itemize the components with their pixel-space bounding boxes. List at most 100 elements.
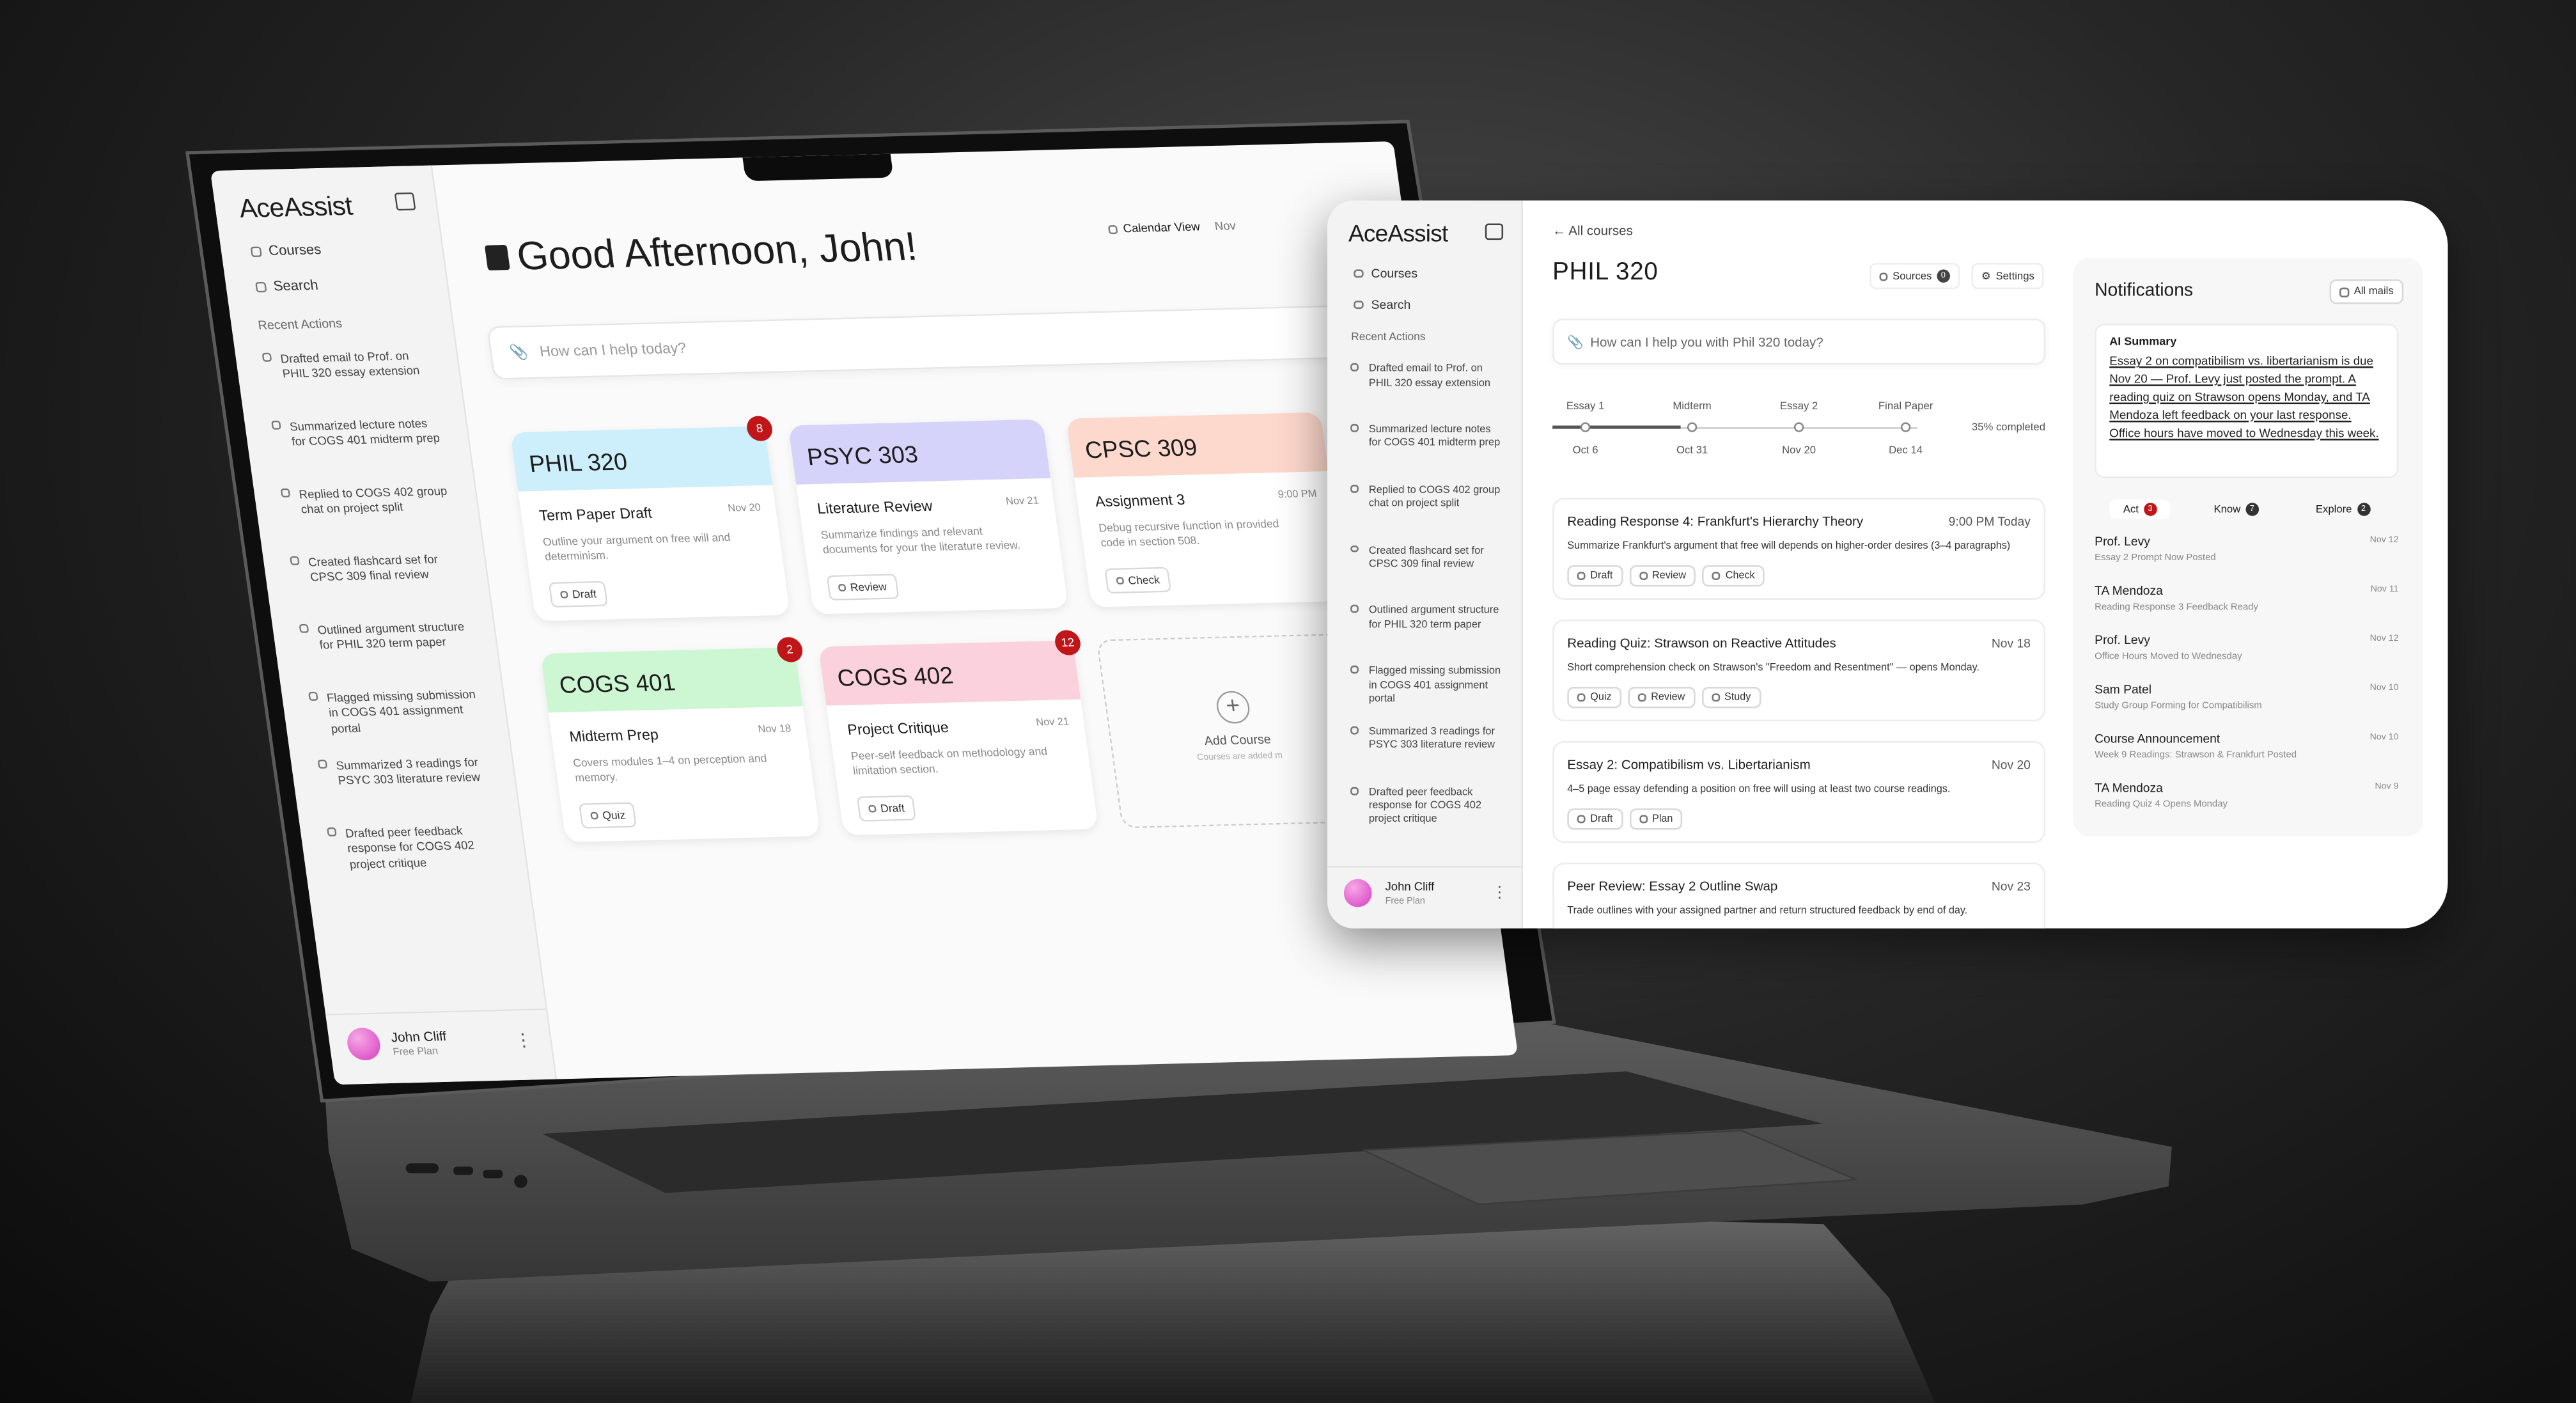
recent-action[interactable]: Drafted peer feedback response for COGS … <box>1351 787 1502 827</box>
laptop-screen: AceAssist Courses Search Recent Actions Draf… <box>210 141 1518 1085</box>
notification-subject: Reading Quiz 4 Opens Monday <box>2095 800 2228 810</box>
task-action[interactable]: Draft <box>1567 565 1623 587</box>
recent-action-text: Drafted email to Prof. on PHIL 320 essay… <box>1368 363 1491 389</box>
divider <box>1327 865 1522 867</box>
course-header: PHIL 320 <box>510 426 773 492</box>
notification-sender: Prof. Levy <box>2095 632 2150 648</box>
recent-action[interactable]: Outlined argument structure for PHIL 320… <box>299 620 473 655</box>
milestone-date: Oct 6 <box>1572 445 1598 457</box>
all-mails[interactable]: All mails <box>2329 279 2404 304</box>
course-card[interactable]: PSYC 303 Literature Review Nov 21 Summarize… <box>788 419 1068 615</box>
course-action[interactable]: Check <box>1104 567 1172 594</box>
task-card[interactable]: Essay 2: Compatibilism vs. Libertarianis… <box>1552 741 2046 843</box>
tab[interactable]: Explore 2 <box>2302 499 2383 519</box>
recent-action[interactable]: Outlined argument structure for PHIL 320… <box>1351 605 1502 633</box>
icon <box>1351 484 1359 492</box>
course-card[interactable]: CPSC 309 Assignment 3 9:00 PM Debug recursi… <box>1066 412 1347 607</box>
notification-item[interactable]: TA Mendoza Nov 11 Reading Response 3 Feedb… <box>2095 583 2398 626</box>
course-task: Literature Review <box>816 499 934 519</box>
sources-count: 0 <box>1937 269 1950 283</box>
notification-sender: Sam Patel <box>2095 682 2152 697</box>
course-window: AceAssist Courses Search Recent Actions Draf… <box>1327 200 2448 929</box>
task-desc: Trade outlines with your assigned partne… <box>1567 905 1968 917</box>
task-action[interactable]: Review <box>1628 687 1695 709</box>
notification-item[interactable]: TA Mendoza Nov 9 Reading Quiz 4 Opens Mond… <box>2095 781 2398 824</box>
course-header: CPSC 309 <box>1066 412 1329 478</box>
task-action-label: Draft <box>1590 813 1613 825</box>
notification-item[interactable]: Course Announcement Nov 10 Week 9 Readings… <box>2095 731 2398 774</box>
course-date: Nov 21 <box>1035 717 1070 729</box>
port <box>483 1170 503 1179</box>
notification-item[interactable]: Prof. Levy Nov 12 Office Hours Moved to We… <box>2095 632 2398 675</box>
recent-action[interactable]: Created flashcard set for CPSC 309 final… <box>290 552 464 587</box>
nav-item[interactable]: Courses <box>1354 266 1417 281</box>
tab[interactable]: Act 3 <box>2110 499 2170 519</box>
trackpad <box>1363 1129 1857 1205</box>
calendar-view[interactable]: Calendar View Nov <box>1107 219 1237 236</box>
task-action-label: Review <box>1651 691 1685 703</box>
sidebar-toggle[interactable] <box>394 192 416 211</box>
task-card[interactable]: Reading Response 4: Frankfurt's Hierarch… <box>1552 498 2046 600</box>
icon <box>299 623 309 633</box>
course-action[interactable]: Quiz <box>578 802 637 829</box>
recent-action[interactable]: Replied to COGS 402 group chat on projec… <box>1351 484 1502 512</box>
task-action-label: Quiz <box>1590 691 1612 703</box>
recent-action[interactable]: Drafted peer feedback response for COGS … <box>327 823 503 873</box>
recent-action[interactable]: Flagged missing submission in COGS 401 a… <box>1351 666 1502 707</box>
task-action[interactable]: Study <box>1701 687 1761 709</box>
notification-item[interactable]: Prof. Levy Nov 12 Essay 2 Prompt Now Poste… <box>2095 534 2398 577</box>
back-link[interactable]: ← All courses <box>1552 223 1633 239</box>
nav-item[interactable]: Search <box>1354 298 1410 313</box>
recent-action[interactable]: Replied to COGS 402 group chat on projec… <box>280 484 455 519</box>
user-info: John Cliff Free Plan <box>389 1026 504 1058</box>
icon <box>1711 693 1720 702</box>
notification-date: Nov 12 <box>2369 535 2399 546</box>
task-action[interactable]: Draft <box>1567 808 1623 830</box>
task-card[interactable]: Peer Review: Essay 2 Outline Swap Nov 23 T… <box>1552 862 2046 929</box>
task-action[interactable]: Check <box>1702 565 1765 587</box>
recent-action[interactable]: Summarized lecture notes for COGS 401 mi… <box>1351 423 1502 451</box>
task-action-label: Study <box>1724 691 1751 703</box>
nav-item[interactable]: Courses <box>250 242 322 260</box>
recent-action[interactable]: Summarized 3 readings for PSYC 303 liter… <box>317 755 492 790</box>
task-action[interactable]: Plan <box>1629 808 1683 830</box>
camera-notch <box>742 153 894 182</box>
nav-item[interactable]: Search <box>254 278 319 295</box>
prompt-box[interactable]: 📎 How can I help today? <box>487 304 1382 380</box>
sources-button[interactable]: Sources 0 <box>1870 263 1960 290</box>
recent-action[interactable]: Summarized 3 readings for PSYC 303 liter… <box>1351 726 1502 754</box>
task-action[interactable]: Quiz <box>1567 687 1621 709</box>
recent-action-text: Drafted email to Prof. on PHIL 320 essay… <box>279 349 421 381</box>
recent-action[interactable]: Created flashcard set for CPSC 309 final… <box>1351 545 1502 572</box>
user-name: John Cliff <box>389 1028 448 1044</box>
recent-action[interactable]: Summarized lecture notes for COGS 401 mi… <box>271 416 445 451</box>
tab[interactable]: Know 7 <box>2201 499 2272 519</box>
task-card[interactable]: Reading Quiz: Strawson on Reactive Attit… <box>1552 619 2046 722</box>
settings-button[interactable]: ⚙ Settings <box>1971 263 2045 290</box>
notification-item[interactable]: Sam Patel Nov 10 Study Group Forming for C… <box>2095 682 2398 725</box>
course-action[interactable]: Draft <box>548 581 609 608</box>
course-action[interactable]: Review <box>826 574 899 601</box>
task-title: Reading Quiz: Strawson on Reactive Attit… <box>1567 636 1836 651</box>
recent-action[interactable]: Drafted email to Prof. on PHIL 320 essay… <box>262 349 436 384</box>
more-menu[interactable]: ⋮ <box>513 1029 534 1051</box>
course-date: Nov 21 <box>1005 496 1040 508</box>
recent-action-text: Replied to COGS 402 group chat on projec… <box>1368 484 1501 510</box>
more-menu[interactable]: ⋮ <box>1492 884 1508 902</box>
recent-action-text: Replied to COGS 402 group chat on projec… <box>298 484 448 517</box>
icon <box>1116 577 1125 585</box>
recent-action[interactable]: Flagged missing submission in COGS 401 a… <box>308 687 485 737</box>
course-card[interactable]: COGS 401 2 Midterm Prep Nov 18 Covers module… <box>540 636 821 843</box>
recent-action[interactable]: Drafted email to Prof. on PHIL 320 essay… <box>1351 363 1502 391</box>
sidebar-toggle[interactable] <box>1485 224 1503 240</box>
milestone-dot <box>1900 422 1911 432</box>
divider <box>325 1008 546 1015</box>
course-action[interactable]: Draft <box>856 795 917 822</box>
course-card[interactable]: PHIL 320 8 Term Paper Draft Nov 20 Outline y… <box>510 416 790 622</box>
task-action[interactable]: Review <box>1629 565 1696 587</box>
task-action-label: Draft <box>1590 570 1613 582</box>
icon <box>1577 572 1586 581</box>
course-prompt[interactable]: 📎 How can I help you with Phil 320 today? <box>1552 318 2046 365</box>
recent-title: Recent Actions <box>257 315 343 333</box>
course-card[interactable]: COGS 402 12 Project Critique Nov 21 Peer-sel… <box>818 629 1098 836</box>
